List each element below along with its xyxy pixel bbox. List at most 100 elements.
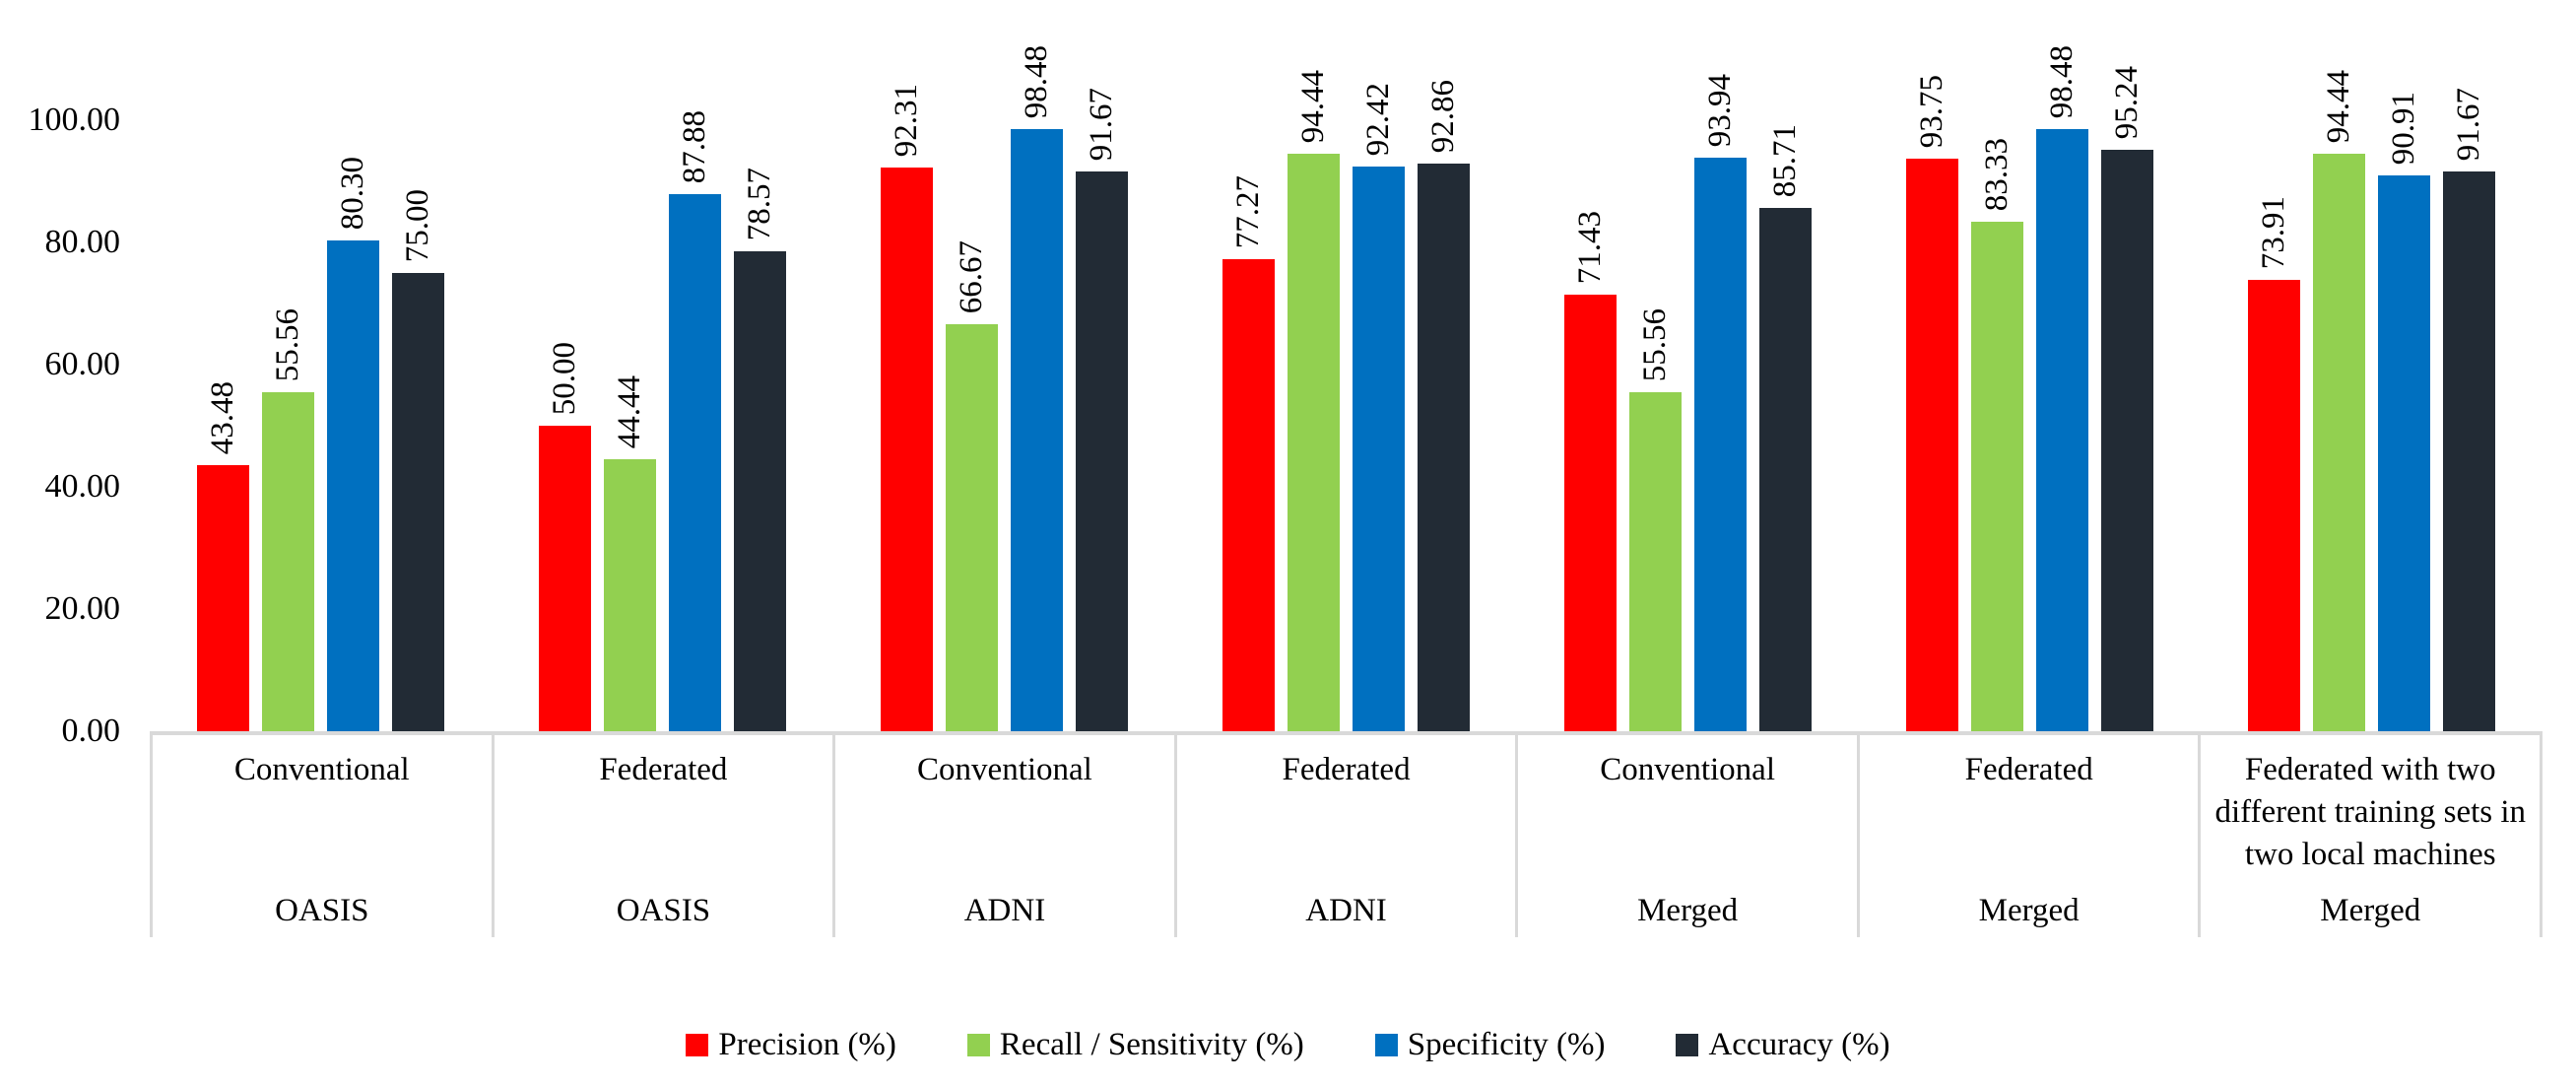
bar-rect-specificity <box>1353 167 1405 731</box>
plot-area: 43.48 55.56 80.30 75.00 50.00 44.44 87.88 78.57… <box>150 0 2543 731</box>
legend-item-recall-sensitivity: Recall / Sensitivity (%) <box>966 1028 1304 1061</box>
bar-value-label: 87.88 <box>677 109 712 183</box>
bar-rect-specificity <box>669 194 721 731</box>
bar-value-label: 92.42 <box>1360 82 1396 156</box>
category-column-4: Federated ADNI <box>1173 735 1516 937</box>
y-tick-label: 40.00 <box>44 468 121 505</box>
bar-value-label: 43.48 <box>205 380 240 454</box>
bar-recall-sensitivity: 55.56 <box>262 308 314 731</box>
bar-value-label: 92.86 <box>1425 79 1461 153</box>
y-tick-label: 20.00 <box>44 590 121 627</box>
legend-label: Accuracy (%) <box>1708 1026 1890 1062</box>
bar-specificity: 90.91 <box>2378 92 2430 731</box>
bar-accuracy: 78.57 <box>734 168 786 731</box>
bar-rect-precision <box>539 426 591 731</box>
legend-swatch-precision <box>686 1033 709 1056</box>
category-dataset-label: ADNI <box>963 893 1046 929</box>
category-method-label: Conventional <box>1600 752 1775 787</box>
bar-specificity: 93.94 <box>1694 74 1747 731</box>
legend-label: Specificity (%) <box>1407 1026 1606 1062</box>
category-column-5: Conventional Merged <box>1515 735 1857 937</box>
bar-rect-accuracy <box>734 251 786 731</box>
bar-recall-sensitivity: 94.44 <box>2313 70 2365 731</box>
bar-rect-recall-sensitivity <box>946 324 998 731</box>
category-method-label: Federated <box>1282 752 1411 787</box>
bar-rect-precision <box>881 168 933 731</box>
bar-recall-sensitivity: 55.56 <box>1629 308 1682 731</box>
y-tick-label: 0.00 <box>61 713 121 749</box>
bar-value-label: 83.33 <box>1979 137 2015 211</box>
bar-rect-recall-sensitivity <box>1629 392 1682 731</box>
bar-value-label: 71.43 <box>1572 210 1608 284</box>
category-column-1: Conventional OASIS <box>150 735 492 937</box>
bar-precision: 93.75 <box>1906 75 1958 731</box>
y-tick-label: 80.00 <box>44 224 121 260</box>
bar-precision: 43.48 <box>197 381 249 731</box>
bar-precision: 92.31 <box>881 84 933 731</box>
legend-swatch-specificity <box>1374 1033 1398 1056</box>
bar-value-label: 80.30 <box>335 156 370 230</box>
bar-value-label: 55.56 <box>270 307 305 381</box>
bar-value-label: 73.91 <box>2256 195 2291 269</box>
y-axis: 0.00 20.00 40.00 60.00 80.00 100.00 <box>0 0 128 749</box>
bar-precision: 73.91 <box>2248 196 2300 731</box>
bar-value-label: 85.71 <box>1767 123 1803 197</box>
bar-rect-precision <box>2248 280 2300 731</box>
bar-accuracy: 92.86 <box>1418 80 1470 731</box>
bar-accuracy: 85.71 <box>1759 124 1812 731</box>
bar-value-label: 93.94 <box>1702 73 1738 147</box>
legend-swatch-accuracy <box>1676 1033 1699 1056</box>
legend-item-precision: Precision (%) <box>686 1028 896 1061</box>
category-method-label: Conventional <box>233 752 410 787</box>
category-dataset-label: OASIS <box>275 893 369 929</box>
bar-group-oasis-1: 43.48 55.56 80.30 75.00 <box>150 0 492 731</box>
bar-rect-specificity <box>2378 175 2430 731</box>
bar-rect-recall-sensitivity <box>1971 222 2023 731</box>
bar-value-label: 78.57 <box>742 167 777 240</box>
bar-group-adni-4: 77.27 94.44 92.42 92.86 <box>1175 0 1517 731</box>
legend-swatch-recall-sensitivity <box>966 1033 990 1056</box>
bar-value-label: 98.48 <box>2044 44 2080 118</box>
bar-accuracy: 75.00 <box>392 189 444 731</box>
bar-rect-precision <box>1222 259 1275 731</box>
bar-accuracy: 91.67 <box>2443 88 2495 731</box>
bar-value-label: 95.24 <box>2109 65 2145 139</box>
bar-accuracy: 95.24 <box>2101 66 2153 731</box>
bar-rect-precision <box>1564 295 1617 731</box>
bar-group-merged-6: 93.75 83.33 98.48 95.24 <box>1859 0 2201 731</box>
category-axis: Conventional OASIS Federated OASIS Conventio… <box>150 731 2543 937</box>
bar-group-oasis-2: 50.00 44.44 87.88 78.57 <box>492 0 833 731</box>
legend: Precision (%) Recall / Sensitivity (%) Spe… <box>0 1017 2576 1072</box>
bar-value-label: 44.44 <box>612 374 647 448</box>
bar-specificity: 92.42 <box>1353 83 1405 731</box>
bar-rect-accuracy <box>2443 171 2495 731</box>
bar-rect-accuracy <box>392 273 444 731</box>
bar-rect-accuracy <box>1076 171 1128 731</box>
bar-value-label: 93.75 <box>1914 74 1949 148</box>
category-dataset-label: OASIS <box>616 893 711 929</box>
category-dataset-label: Merged <box>1978 893 2080 929</box>
category-column-6: Federated Merged <box>1856 735 2199 937</box>
legend-item-specificity: Specificity (%) <box>1374 1026 1606 1062</box>
bar-value-label: 94.44 <box>1295 69 1331 143</box>
bar-rect-specificity <box>327 240 379 731</box>
bar-value-label: 91.67 <box>1084 87 1119 161</box>
bar-rect-accuracy <box>1418 164 1470 731</box>
bar-value-label: 77.27 <box>1230 174 1266 248</box>
bar-recall-sensitivity: 66.67 <box>946 240 998 731</box>
category-method-label: Federated <box>1964 752 2093 787</box>
bar-rect-accuracy <box>2101 150 2153 731</box>
bar-rect-specificity <box>1011 129 1063 731</box>
bar-specificity: 98.48 <box>1011 45 1063 731</box>
category-method-label: Federated with two different training se… <box>2214 752 2527 872</box>
bar-specificity: 80.30 <box>327 157 379 731</box>
bar-specificity: 87.88 <box>669 110 721 731</box>
bar-value-label: 66.67 <box>954 239 989 313</box>
legend-item-accuracy: Accuracy (%) <box>1676 1026 1890 1062</box>
bar-value-label: 91.67 <box>2451 87 2486 161</box>
y-tick-label: 100.00 <box>28 102 121 138</box>
bar-accuracy: 91.67 <box>1076 88 1128 731</box>
bar-precision: 50.00 <box>539 342 591 731</box>
bar-group-adni-3: 92.31 66.67 98.48 91.67 <box>833 0 1175 731</box>
